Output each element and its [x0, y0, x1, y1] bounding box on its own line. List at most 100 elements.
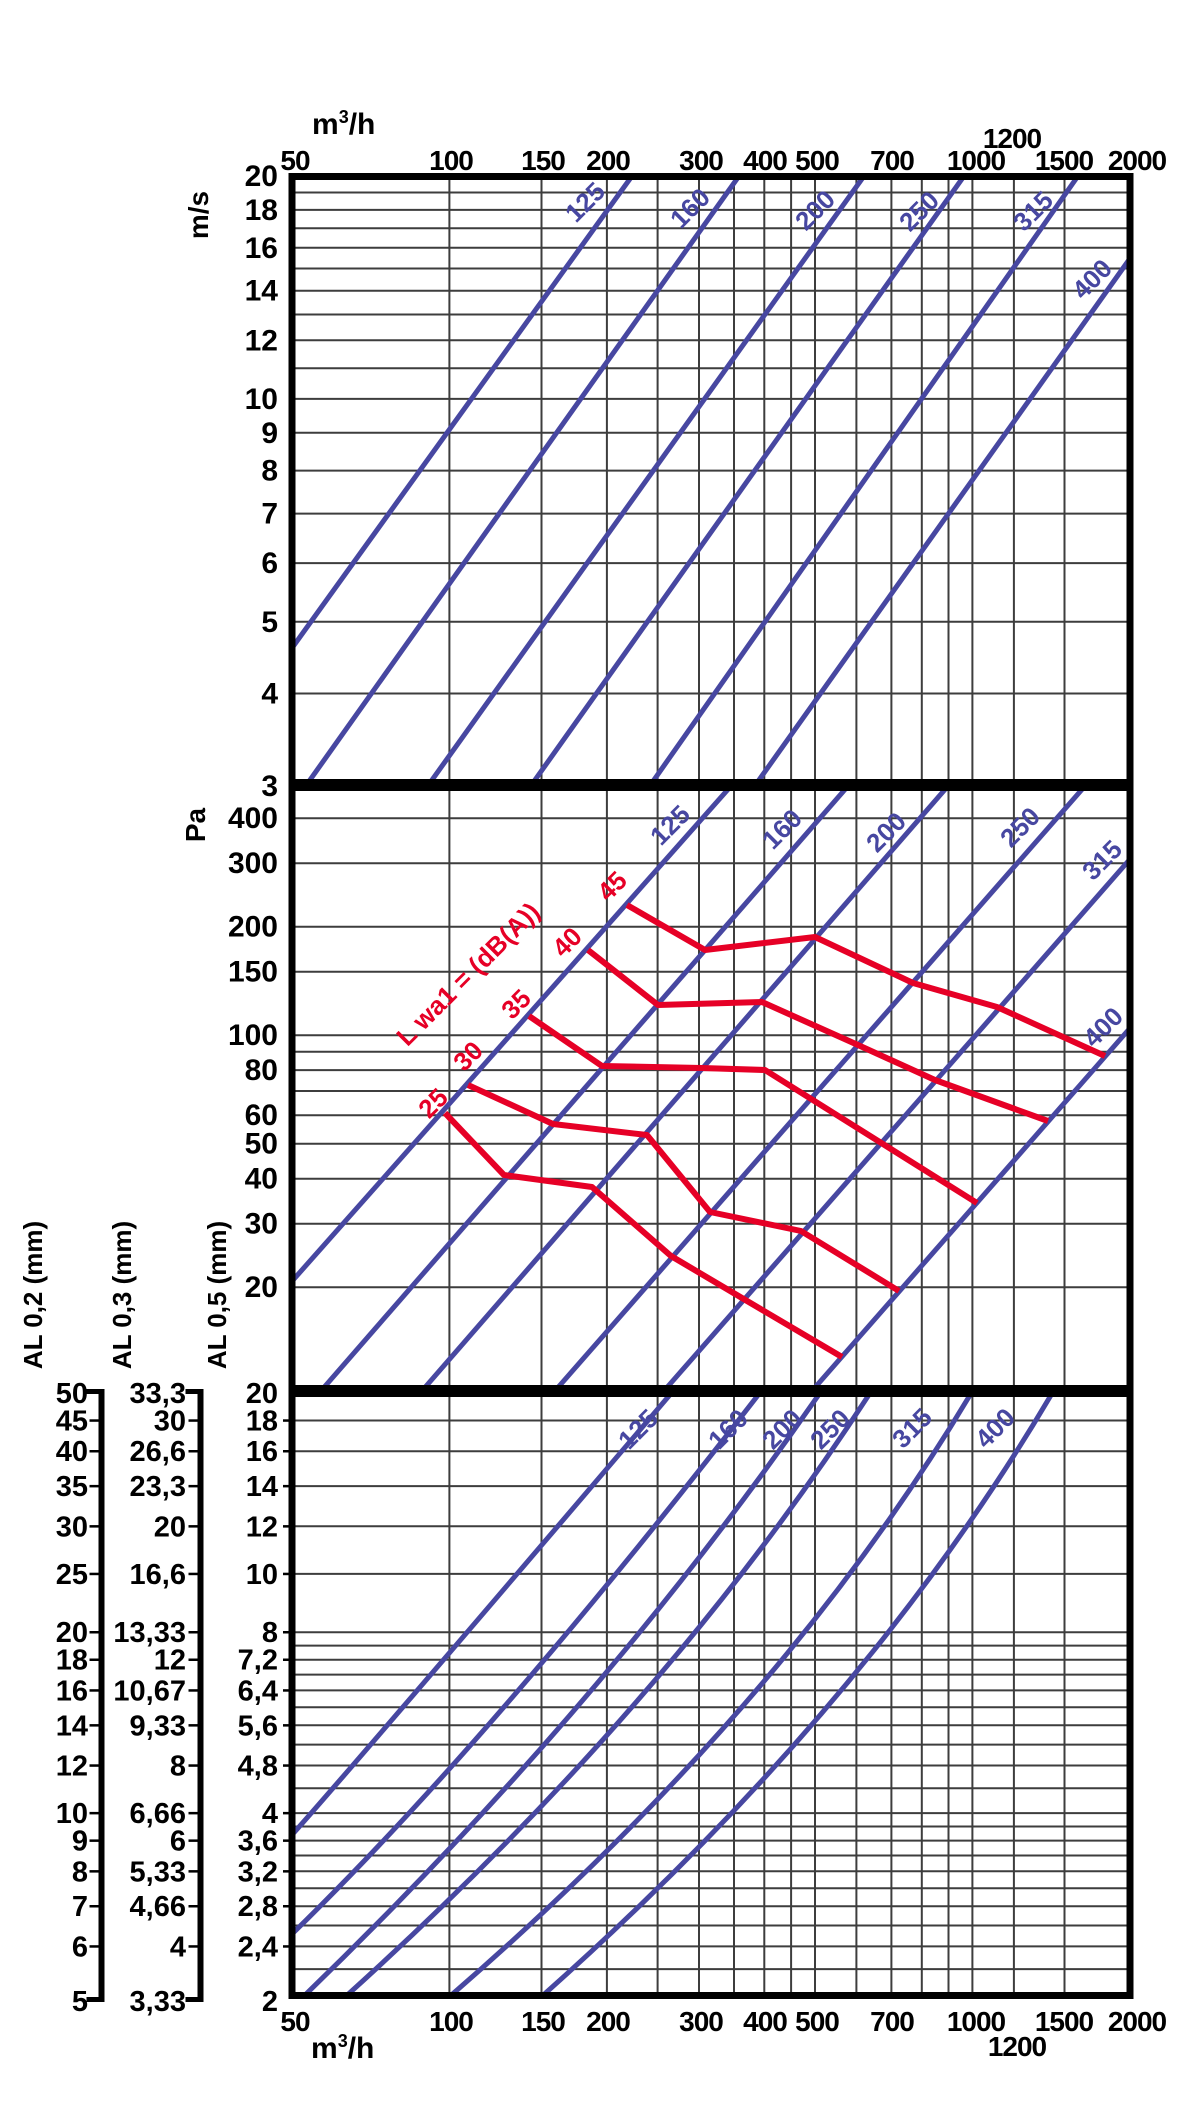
svg-text:18: 18 [245, 194, 278, 227]
svg-text:100: 100 [429, 145, 473, 176]
svg-text:8: 8 [262, 1617, 278, 1649]
svg-text:60: 60 [245, 1099, 278, 1132]
svg-text:3,6: 3,6 [238, 1826, 278, 1858]
svg-text:7: 7 [72, 1891, 88, 1923]
svg-text:50: 50 [56, 1378, 88, 1410]
svg-text:3: 3 [261, 770, 278, 803]
svg-text:12: 12 [245, 324, 278, 357]
svg-text:80: 80 [245, 1054, 278, 1087]
svg-text:1500: 1500 [1035, 145, 1094, 176]
svg-text:50: 50 [245, 1128, 278, 1161]
svg-text:12: 12 [56, 1751, 88, 1783]
svg-text:30: 30 [154, 1406, 186, 1438]
svg-text:AL 0,3 (mm): AL 0,3 (mm) [107, 1221, 137, 1369]
svg-text:3,2: 3,2 [238, 1856, 278, 1888]
svg-text:400: 400 [743, 2006, 787, 2037]
svg-text:35: 35 [56, 1471, 88, 1503]
svg-text:4: 4 [170, 1931, 186, 1963]
svg-text:6,66: 6,66 [130, 1798, 186, 1830]
svg-text:7: 7 [261, 498, 278, 531]
svg-text:1200: 1200 [988, 2031, 1047, 2062]
svg-text:10: 10 [245, 383, 278, 416]
svg-text:12: 12 [154, 1645, 186, 1677]
svg-text:300: 300 [679, 2006, 723, 2037]
svg-text:AL 0,5 (mm): AL 0,5 (mm) [202, 1221, 232, 1369]
svg-text:700: 700 [870, 2006, 914, 2037]
svg-text:5,33: 5,33 [130, 1856, 186, 1888]
svg-text:1000: 1000 [947, 145, 1006, 176]
svg-text:6: 6 [72, 1931, 88, 1963]
svg-text:2,8: 2,8 [238, 1891, 278, 1923]
svg-text:23,3: 23,3 [130, 1471, 186, 1503]
svg-text:18: 18 [56, 1645, 88, 1677]
svg-text:50: 50 [280, 2006, 310, 2037]
svg-text:20: 20 [246, 1378, 278, 1410]
svg-text:20: 20 [245, 1271, 278, 1304]
svg-text:40: 40 [245, 1163, 278, 1196]
svg-text:12: 12 [246, 1511, 278, 1543]
svg-text:4: 4 [262, 1798, 278, 1830]
svg-text:6,4: 6,4 [238, 1675, 278, 1707]
svg-text:18: 18 [246, 1406, 278, 1438]
svg-text:10,67: 10,67 [113, 1675, 186, 1707]
svg-text:9,33: 9,33 [130, 1710, 186, 1742]
svg-text:40: 40 [56, 1436, 88, 1468]
svg-text:2000: 2000 [1108, 2006, 1167, 2037]
svg-text:10: 10 [56, 1798, 88, 1830]
svg-text:400: 400 [743, 145, 787, 176]
svg-text:300: 300 [679, 145, 723, 176]
svg-text:7,2: 7,2 [238, 1645, 278, 1677]
svg-text:33,3: 33,3 [130, 1378, 186, 1410]
svg-text:m/s: m/s [183, 191, 214, 239]
svg-text:13,33: 13,33 [113, 1617, 186, 1649]
svg-text:1200: 1200 [983, 123, 1042, 154]
svg-text:400: 400 [228, 802, 278, 835]
svg-text:14: 14 [56, 1710, 88, 1742]
svg-text:200: 200 [586, 2006, 630, 2037]
svg-text:16: 16 [245, 232, 278, 265]
svg-text:200: 200 [586, 145, 630, 176]
svg-text:25: 25 [56, 1559, 88, 1591]
svg-text:200: 200 [228, 911, 278, 944]
svg-text:26,6: 26,6 [130, 1436, 186, 1468]
svg-text:16: 16 [56, 1675, 88, 1707]
svg-text:150: 150 [521, 2006, 565, 2037]
svg-text:Pa: Pa [180, 807, 211, 842]
svg-text:1500: 1500 [1035, 2006, 1094, 2037]
svg-text:500: 500 [795, 2006, 839, 2037]
svg-text:4,66: 4,66 [130, 1891, 186, 1923]
svg-text:45: 45 [56, 1406, 88, 1438]
svg-text:5,6: 5,6 [238, 1710, 278, 1742]
svg-text:150: 150 [521, 145, 565, 176]
svg-text:5: 5 [72, 1986, 88, 2018]
svg-text:6: 6 [261, 547, 278, 580]
svg-text:300: 300 [228, 847, 278, 880]
svg-text:AL 0,2 (mm): AL 0,2 (mm) [18, 1221, 48, 1369]
svg-text:100: 100 [228, 1019, 278, 1052]
svg-text:9: 9 [72, 1826, 88, 1858]
svg-text:2000: 2000 [1108, 145, 1167, 176]
svg-text:30: 30 [56, 1511, 88, 1543]
svg-text:3,33: 3,33 [130, 1986, 186, 2018]
svg-text:16: 16 [246, 1436, 278, 1468]
svg-text:m3/h: m3/h [311, 2031, 374, 2065]
svg-text:4: 4 [261, 678, 278, 711]
svg-text:30: 30 [245, 1208, 278, 1241]
svg-text:20: 20 [245, 160, 278, 193]
svg-text:5: 5 [261, 606, 278, 639]
svg-text:700: 700 [870, 145, 914, 176]
svg-text:2: 2 [262, 1986, 278, 2018]
svg-text:8: 8 [170, 1751, 186, 1783]
svg-text:14: 14 [246, 1471, 278, 1503]
svg-text:14: 14 [245, 275, 279, 308]
svg-text:1000: 1000 [947, 2006, 1006, 2037]
svg-text:20: 20 [154, 1511, 186, 1543]
svg-text:9: 9 [261, 417, 278, 450]
svg-text:20: 20 [56, 1617, 88, 1649]
svg-text:150: 150 [228, 956, 278, 989]
svg-text:16,6: 16,6 [130, 1559, 186, 1591]
svg-text:2,4: 2,4 [238, 1931, 278, 1963]
svg-text:6: 6 [170, 1826, 186, 1858]
svg-text:500: 500 [795, 145, 839, 176]
svg-text:8: 8 [72, 1856, 88, 1888]
